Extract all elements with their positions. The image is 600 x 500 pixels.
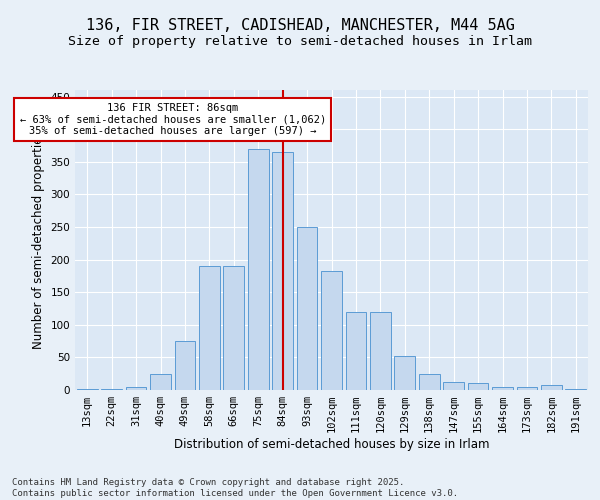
Bar xyxy=(419,374,440,390)
Bar xyxy=(370,312,391,390)
Bar xyxy=(346,312,367,390)
Bar xyxy=(199,266,220,390)
Bar xyxy=(394,356,415,390)
Bar xyxy=(101,388,122,390)
Bar xyxy=(272,152,293,390)
X-axis label: Distribution of semi-detached houses by size in Irlam: Distribution of semi-detached houses by … xyxy=(174,438,489,451)
Bar xyxy=(541,385,562,390)
Text: 136 FIR STREET: 86sqm
← 63% of semi-detached houses are smaller (1,062)
35% of s: 136 FIR STREET: 86sqm ← 63% of semi-deta… xyxy=(20,103,326,136)
Y-axis label: Number of semi-detached properties: Number of semi-detached properties xyxy=(32,130,45,350)
Text: 136, FIR STREET, CADISHEAD, MANCHESTER, M44 5AG: 136, FIR STREET, CADISHEAD, MANCHESTER, … xyxy=(86,18,514,32)
Bar xyxy=(492,386,513,390)
Text: Contains HM Land Registry data © Crown copyright and database right 2025.
Contai: Contains HM Land Registry data © Crown c… xyxy=(12,478,458,498)
Bar xyxy=(150,374,171,390)
Bar xyxy=(467,384,488,390)
Text: Size of property relative to semi-detached houses in Irlam: Size of property relative to semi-detach… xyxy=(68,35,532,48)
Bar xyxy=(296,227,317,390)
Bar xyxy=(223,266,244,390)
Bar xyxy=(517,386,538,390)
Bar xyxy=(443,382,464,390)
Bar xyxy=(77,388,98,390)
Bar xyxy=(125,386,146,390)
Bar xyxy=(321,272,342,390)
Bar xyxy=(248,148,269,390)
Bar xyxy=(175,341,196,390)
Bar xyxy=(565,388,586,390)
